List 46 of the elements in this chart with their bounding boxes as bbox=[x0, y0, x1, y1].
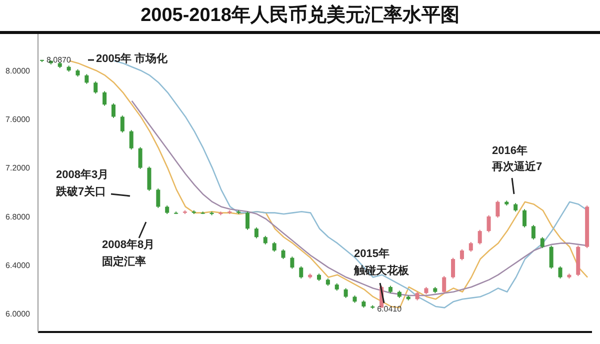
candlestick bbox=[102, 90, 107, 106]
y-tick-label: 6.8000 bbox=[6, 212, 31, 222]
annotation: 固定汇率 bbox=[102, 255, 146, 269]
candlestick bbox=[147, 166, 152, 192]
candlestick bbox=[531, 224, 536, 240]
candlestick bbox=[478, 229, 482, 245]
candlestick bbox=[84, 74, 89, 84]
annotation: 6.0410 bbox=[377, 304, 402, 314]
candlestick bbox=[451, 257, 456, 279]
candlestick bbox=[344, 288, 348, 298]
candlestick bbox=[486, 214, 491, 233]
y-tick-label: 7.2000 bbox=[6, 164, 31, 173]
chart-title: 2005-2018年人民币兑美元汇率水平图 bbox=[140, 3, 460, 28]
y-tick-label: 6.0000 bbox=[6, 310, 31, 319]
candlestick bbox=[138, 146, 142, 170]
candlestick bbox=[111, 102, 116, 118]
candlestick bbox=[442, 276, 446, 294]
annotation: 跌破7关口 bbox=[56, 185, 106, 199]
annotation: 2005年 市场化 bbox=[96, 52, 168, 66]
candlestick bbox=[272, 241, 276, 252]
candlestick bbox=[156, 188, 160, 208]
candlestick bbox=[94, 80, 98, 94]
candlestick bbox=[299, 266, 304, 279]
candlestick bbox=[281, 248, 286, 260]
annotation: 触碰天花板 bbox=[354, 264, 409, 278]
annotation: 2008年3月 bbox=[56, 168, 109, 182]
annotation: 2015年 bbox=[354, 247, 390, 261]
candlestick bbox=[468, 241, 473, 252]
candlestick bbox=[120, 114, 124, 134]
annotation: 2016年 bbox=[492, 144, 528, 158]
candlestick bbox=[540, 236, 544, 249]
y-tick-label: 6.4000 bbox=[6, 260, 31, 270]
candlestick bbox=[522, 208, 527, 228]
candlestick bbox=[496, 200, 500, 218]
annotation: 再次逼近7 bbox=[492, 160, 542, 174]
candlestick bbox=[558, 266, 562, 279]
candlestick bbox=[549, 245, 554, 270]
annotation: 2008年8月 bbox=[102, 238, 155, 252]
candlestick bbox=[129, 130, 134, 150]
y-tick-label: 7.6000 bbox=[6, 114, 31, 124]
candlestick bbox=[254, 226, 258, 239]
candlestick bbox=[460, 248, 464, 261]
y-tick-label: 8.0000 bbox=[6, 66, 31, 76]
candlestick bbox=[246, 211, 250, 230]
candlestick bbox=[290, 256, 294, 270]
annotation: 8.0870 bbox=[46, 56, 72, 65]
